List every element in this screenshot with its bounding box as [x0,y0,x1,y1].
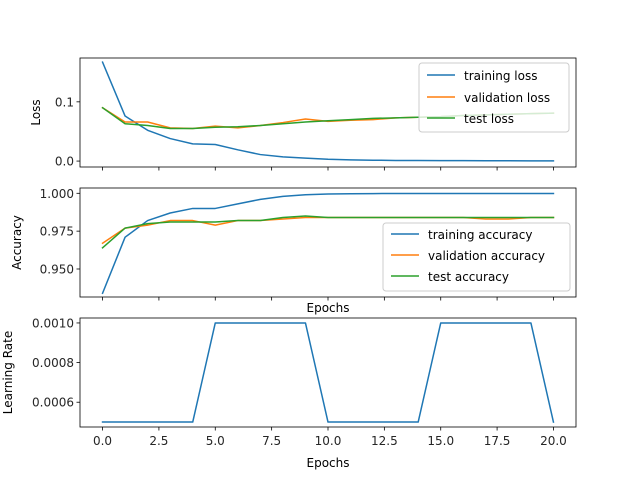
legend-label-training-loss: training loss [464,69,537,83]
loss-ytick-label: 0.1 [55,95,74,109]
loss-ylabel: Loss [29,99,43,125]
accuracy-ytick-label: 1.000 [40,187,74,201]
loss-legend-box [418,62,570,133]
loss-ticks: 0.0 0.1 [55,95,554,171]
lr-xtick-label: 10.0 [315,434,342,448]
lr-lines [101,322,555,423]
lr-xtick-label: 20.0 [540,434,567,448]
accuracy-ytick-label: 0.975 [40,225,74,239]
lr-ticks: 0.0006 0.0008 0.0010 0.0 2.5 5.0 7.5 10.0 12.5 15… [32,316,567,448]
lr-xlabel: Epochs [307,456,350,470]
lr-ylabel: Learning Rate [1,331,15,414]
test-accuracy-line [101,215,555,249]
legend-label-validation-loss: validation loss [464,91,550,105]
legend-label-test-loss: test loss [464,112,514,126]
legend-label-validation-accuracy: validation accuracy [428,249,545,263]
lr-ytick-label: 0.0010 [32,316,74,330]
learning-rate-panel: 0.0006 0.0008 0.0010 0.0 2.5 5.0 7.5 10.0 12.5 15… [1,316,577,470]
legend-label-test-accuracy: test accuracy [428,270,509,284]
lr-series-0-line [101,322,555,423]
accuracy-panel: 0.950 0.975 1.000 Accuracy Epochs training… [10,187,577,315]
loss-panel: 0.0 0.1 Loss training loss validation los… [29,57,577,171]
lr-xtick-label: 2.5 [149,434,168,448]
lr-axes-frame [79,317,577,428]
lr-ytick-label: 0.0008 [32,356,74,370]
accuracy-ticks: 0.950 0.975 1.000 [40,187,554,301]
training-loss-line [101,61,555,162]
accuracy-ytick-label: 0.950 [40,262,74,276]
accuracy-lines [101,192,555,295]
lr-xtick-label: 0.0 [93,434,112,448]
legend-label-training-accuracy: training accuracy [428,228,532,242]
lr-xtick-label: 17.5 [484,434,511,448]
lr-xtick-label: 15.0 [427,434,454,448]
training-accuracy-line [101,192,555,295]
loss-legend: training loss validation loss test loss [418,62,570,133]
accuracy-ylabel: Accuracy [10,215,24,270]
accuracy-legend: training accuracy validation accuracy te… [382,222,571,292]
lr-xtick-label: 5.0 [206,434,225,448]
lr-xtick-label: 7.5 [262,434,281,448]
lr-xtick-label: 12.5 [371,434,398,448]
lr-ytick-label: 0.0006 [32,396,74,410]
loss-ytick-label: 0.0 [55,155,74,169]
accuracy-legend-box [382,222,571,292]
accuracy-xlabel: Epochs [307,301,350,315]
